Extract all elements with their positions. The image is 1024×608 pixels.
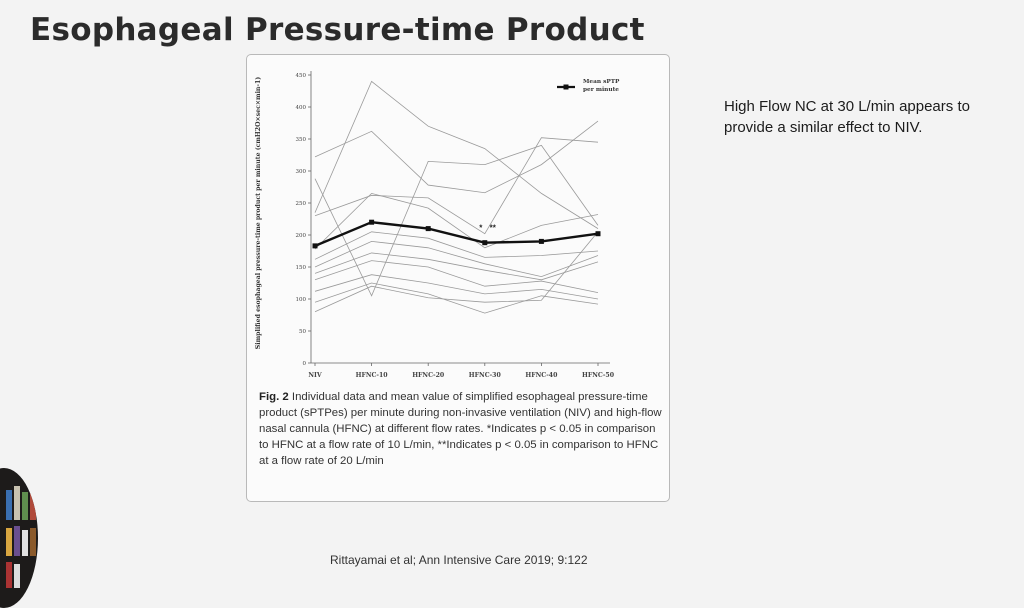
- figure-caption: Fig. 2 Individual data and mean value of…: [259, 389, 663, 469]
- slide-title: Esophageal Pressure-time Product: [30, 12, 645, 48]
- y-tick-label: 150: [296, 265, 307, 271]
- legend-label: Mean sPTP: [583, 79, 620, 85]
- x-tick-label: NIV: [308, 372, 322, 379]
- figure-label: Fig. 2: [259, 391, 289, 403]
- individual-series-line: [314, 144, 599, 297]
- x-tick-label: HFNC-50: [582, 372, 615, 379]
- mean-series-point: [369, 219, 375, 225]
- legend-label: per minute: [583, 87, 619, 93]
- individual-series-line: [314, 240, 599, 278]
- individual-series-group: [314, 80, 599, 314]
- mean-series-group: [312, 219, 601, 249]
- individual-series-line: [314, 282, 599, 314]
- y-tick-label: 100: [296, 297, 307, 303]
- x-tick-label: HFNC-10: [356, 372, 389, 379]
- mean-series-point: [312, 243, 318, 249]
- y-axis-label: Simplified esophageal pressure-time prod…: [255, 77, 262, 350]
- x-axis: NIV HFNC-10 HFNC-20 HFNC-30 HFNC-40 HFNC-50: [308, 362, 615, 379]
- annotations-group: * **: [479, 224, 497, 233]
- y-tick-label: 300: [296, 169, 307, 175]
- individual-series-line: [314, 231, 599, 260]
- individual-series-line: [314, 260, 599, 293]
- y-tick-label: 0: [303, 361, 307, 367]
- mean-series-point: [425, 226, 431, 232]
- individual-series-line: [314, 137, 599, 235]
- figure-panel: 0 50 100 150 200 250 300 350 400 450 NIV HFNC-10 HF…: [246, 54, 670, 502]
- mean-series-point: [595, 231, 601, 237]
- pressure-time-chart: 0 50 100 150 200 250 300 350 400 450 NIV HFNC-10 HF…: [255, 71, 620, 379]
- x-tick-label: HFNC-30: [469, 372, 502, 379]
- mean-series-point: [482, 240, 488, 246]
- caption-text: Individual data and mean value of simpli…: [259, 391, 662, 467]
- y-tick-label: 450: [296, 73, 307, 79]
- individual-series-line: [314, 120, 599, 194]
- significance-marker: *: [479, 224, 483, 233]
- significance-marker: **: [490, 224, 497, 233]
- citation: Rittayamai et al; Ann Intensive Care 201…: [330, 553, 588, 567]
- legend-marker-swatch: [563, 84, 569, 90]
- individual-series-line: [314, 80, 599, 229]
- y-tick-label: 50: [299, 329, 306, 335]
- y-tick-label: 250: [296, 201, 307, 207]
- y-axis: 0 50 100 150 200 250 300 350 400 450: [296, 71, 312, 367]
- x-tick-label: HFNC-20: [412, 372, 445, 379]
- speaker-video-thumbnail: [0, 468, 38, 608]
- mean-series-line: [314, 220, 599, 247]
- individual-series-line: [314, 231, 599, 313]
- individual-series-line: [314, 252, 599, 281]
- legend: Mean sPTP per minute: [557, 79, 620, 93]
- y-tick-label: 350: [296, 137, 307, 143]
- side-note: High Flow NC at 30 L/min appears to prov…: [724, 98, 970, 136]
- mean-series-point: [538, 238, 544, 244]
- individual-series-line: [314, 192, 599, 250]
- y-tick-label: 200: [296, 233, 307, 239]
- individual-series-line: [314, 274, 599, 300]
- y-tick-label: 400: [296, 105, 307, 111]
- x-tick-label: HFNC-40: [525, 372, 558, 379]
